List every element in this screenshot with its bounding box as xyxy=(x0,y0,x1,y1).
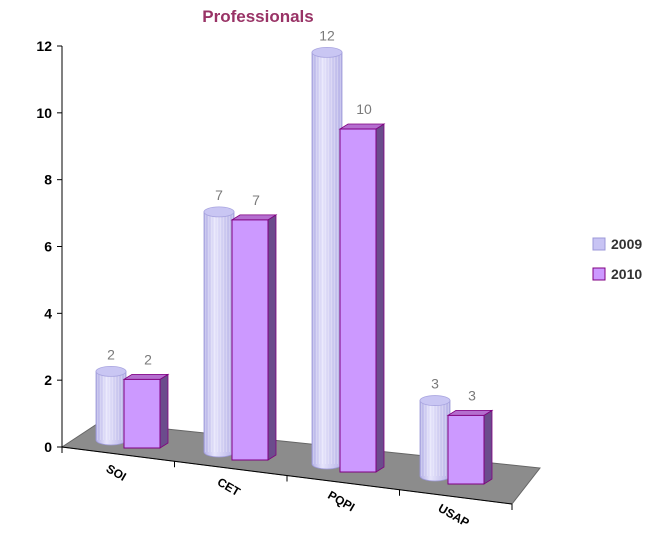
legend: 2009 2010 xyxy=(592,236,642,282)
y-tick-label: 2 xyxy=(44,372,52,388)
y-tick-label: 8 xyxy=(44,172,52,188)
bar-2009-usap xyxy=(419,395,451,482)
bar-2010-pqpi xyxy=(338,123,386,473)
y-tick-label: 10 xyxy=(36,105,52,121)
legend-swatch-2009 xyxy=(592,237,606,251)
data-label-2010: 7 xyxy=(252,192,260,208)
bar-2010-cet xyxy=(230,214,278,461)
bars-group xyxy=(95,47,494,485)
x-tick-label: PQPI xyxy=(325,488,357,514)
data-label-2009: 12 xyxy=(319,27,335,43)
bar-2009-soi xyxy=(95,365,127,446)
data-label-2009: 7 xyxy=(215,187,223,203)
data-label-2010: 10 xyxy=(356,101,372,117)
data-label-2010: 3 xyxy=(468,387,476,403)
y-tick-label: 4 xyxy=(44,305,52,321)
y-tick-label: 12 xyxy=(36,38,52,54)
legend-label-2010: 2010 xyxy=(611,266,642,282)
bar-2009-pqpi xyxy=(311,47,343,470)
x-tick-label: SOI xyxy=(104,461,129,483)
bar-2010-soi xyxy=(122,373,170,449)
data-label-2009: 2 xyxy=(107,346,115,362)
bar-2010-usap xyxy=(446,409,494,485)
x-tick-label: CET xyxy=(215,475,243,499)
bar-2009-cet xyxy=(203,206,235,458)
legend-label-2009: 2009 xyxy=(611,236,642,252)
chart-title: Professionals xyxy=(202,7,314,26)
x-tick-label: USAP xyxy=(436,501,472,530)
y-tick-label: 0 xyxy=(44,439,52,455)
data-labels-group: 2 2 7 7 12 10 3 3 xyxy=(107,27,476,403)
data-label-2009: 3 xyxy=(431,376,439,392)
data-label-2010: 2 xyxy=(144,351,152,367)
y-tick-label: 6 xyxy=(44,239,52,255)
legend-swatch-2010 xyxy=(592,267,606,281)
y-axis-ticks: 0 2 4 6 8 10 12 xyxy=(36,38,62,455)
